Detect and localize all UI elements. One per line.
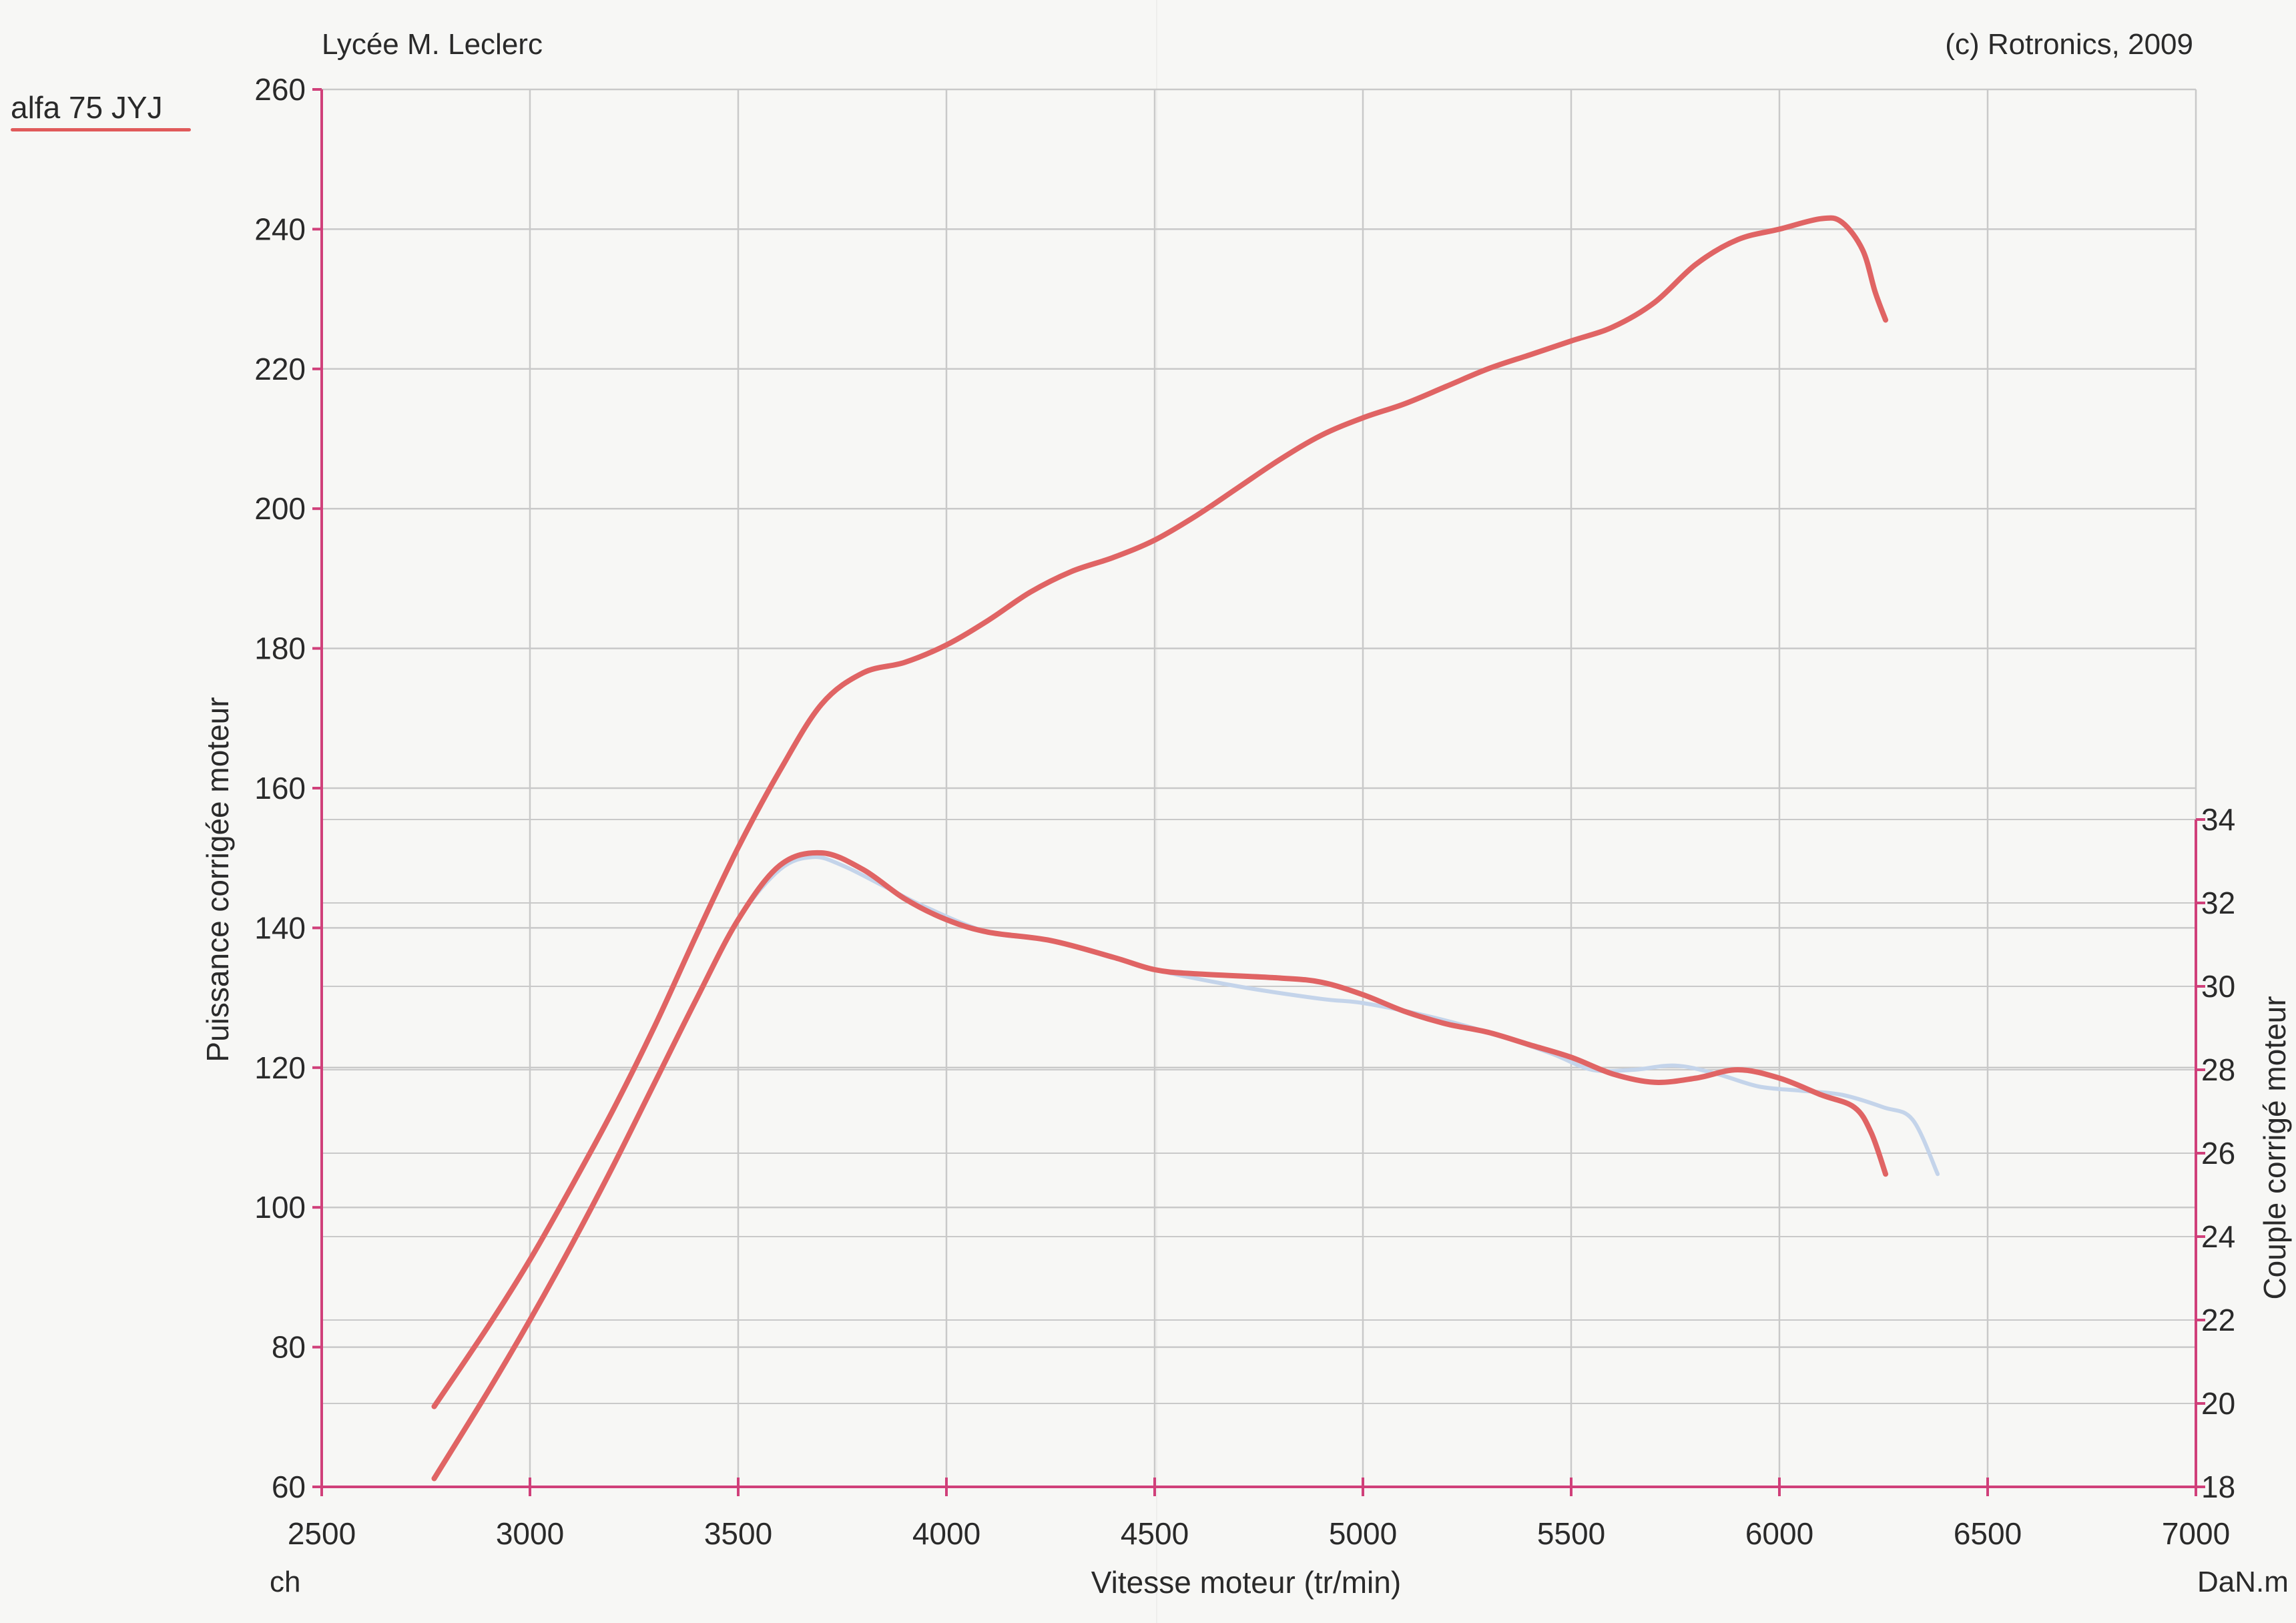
y-tick-label: 260: [254, 72, 306, 107]
x-tick-label: 3500: [704, 1516, 772, 1551]
y2-tick-label: 30: [2201, 969, 2235, 1004]
y-tick-label: 60: [272, 1470, 306, 1504]
x-tick-label: 7000: [2162, 1516, 2230, 1551]
y2-tick-label: 24: [2201, 1219, 2235, 1254]
x-tick-label: 6000: [1745, 1516, 1813, 1551]
y2-tick-label: 20: [2201, 1386, 2235, 1421]
x-tick-label: 4500: [1121, 1516, 1189, 1551]
grid: [320, 88, 2197, 1488]
x-tick-label: 3000: [496, 1516, 564, 1551]
y-tick-label: 120: [254, 1050, 306, 1085]
y2-tick-label: 22: [2201, 1303, 2235, 1337]
y-tick-label: 140: [254, 910, 306, 945]
y-tick-label: 100: [254, 1190, 306, 1225]
x-axis-label: Vitesse moteur (tr/min): [1091, 1565, 1402, 1600]
header-copyright: (c) Rotronics, 2009: [1945, 28, 2193, 61]
power-curve-red: [431, 215, 1889, 1409]
torque-curve-blue: [432, 855, 1940, 1481]
x-axis-label-wrap: Vitesse moteur (tr/min): [0, 1564, 2296, 1600]
x-tick-label: 2500: [288, 1516, 356, 1551]
x-tick-label: 5500: [1537, 1516, 1605, 1551]
x-tick-label: 4000: [912, 1516, 980, 1551]
y-tick-label: 80: [272, 1330, 306, 1365]
y2-axis-label: Couple corrigé moteur: [2257, 996, 2292, 1299]
y2-tick-label: 28: [2201, 1052, 2235, 1087]
y2-tick-label: 18: [2201, 1470, 2235, 1504]
y-tick-label: 160: [254, 771, 306, 805]
series: [431, 215, 1940, 1482]
tick-labels: 60 80 100 120 140 160 180 200 220 240 260 18 20 22 24 2…: [254, 72, 2235, 1551]
x-tick-label: 5000: [1329, 1516, 1397, 1551]
axes: [312, 88, 2205, 1496]
handwritten-note: alfa 75 JYJ: [11, 90, 163, 125]
left-unit-label: ch: [270, 1566, 301, 1598]
y-tick-label: 220: [254, 352, 306, 386]
y2-tick-label: 34: [2201, 802, 2235, 837]
torque-curve-red: [431, 850, 1889, 1482]
header-school: Lycée M. Leclerc: [322, 28, 543, 61]
y2-tick-label: 26: [2201, 1136, 2235, 1171]
right-unit-label: DaN.m: [2197, 1566, 2289, 1598]
y-axis-label: Puissance corrigée moteur: [200, 697, 235, 1062]
y2-tick-label: 32: [2201, 886, 2235, 920]
y-tick-label: 200: [254, 491, 306, 526]
x-tick-label: 6500: [1954, 1516, 2022, 1551]
note-underline: [11, 128, 191, 131]
y-tick-label: 240: [254, 212, 306, 246]
y-tick-label: 180: [254, 631, 306, 666]
